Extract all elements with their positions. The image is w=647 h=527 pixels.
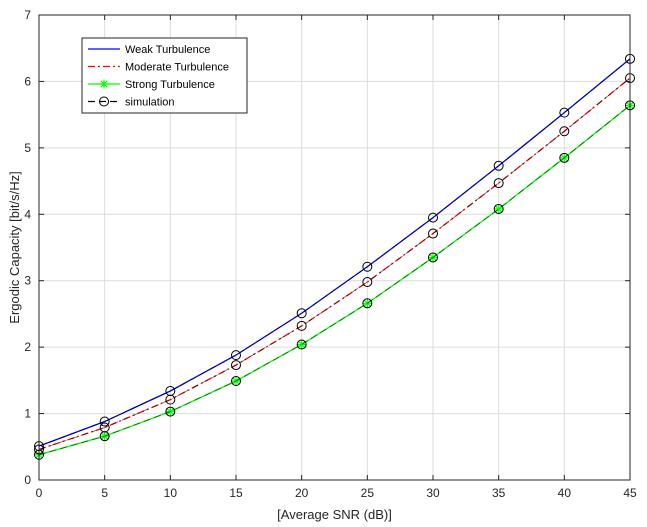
legend-marker-strong-turbulence	[99, 79, 109, 89]
x-axis-label: [Average SNR (dB)]	[277, 507, 392, 522]
x-tick-label: 0	[36, 486, 43, 500]
simulation-marker	[231, 350, 241, 361]
simulation-marker	[362, 298, 373, 309]
y-tick-label: 3	[24, 274, 31, 288]
simulation-marker	[362, 261, 373, 272]
x-tick-label: 5	[101, 486, 108, 500]
y-tick-label: 0	[24, 473, 31, 487]
x-tick-label: 40	[558, 486, 572, 500]
y-axis-label: Ergodic Capacity [bit/s/Hz]	[7, 171, 22, 323]
simulation-marker	[165, 394, 176, 405]
legend-label: Strong Turbulence	[125, 79, 215, 91]
simulation-marker	[231, 376, 241, 387]
simulation-marker	[428, 228, 438, 239]
y-tick-label: 1	[24, 407, 31, 421]
simulation-marker	[493, 160, 504, 171]
x-tick-label: 25	[361, 486, 375, 500]
plot-frame	[38, 14, 631, 481]
simulation-marker	[428, 212, 438, 223]
simulation-marker	[99, 416, 110, 427]
x-tick-label: 10	[164, 486, 178, 500]
x-tick-label: 30	[426, 486, 440, 500]
legend-box	[81, 37, 248, 114]
simulation-marker	[493, 203, 504, 214]
simulation-marker	[99, 431, 110, 442]
x-tick-label: 45	[623, 486, 637, 500]
y-tick-label: 7	[24, 8, 31, 22]
x-tick-label: 20	[295, 486, 309, 500]
simulation-marker	[428, 252, 438, 263]
y-tick-label: 4	[24, 207, 31, 221]
simulation-line-weak-turbulence	[38, 58, 631, 447]
marker-strong-turbulence	[297, 339, 307, 349]
legend-label: simulation	[125, 97, 175, 109]
legend-label: Moderate Turbulence	[125, 62, 229, 74]
y-tick-label: 5	[24, 141, 31, 155]
simulation-marker	[296, 308, 307, 319]
simulation-line-moderate-turbulence	[38, 77, 631, 450]
series-group	[34, 53, 635, 460]
legend-label: Weak Turbulence	[125, 44, 210, 56]
x-tick-label: 35	[492, 486, 506, 500]
simulation-marker	[231, 360, 241, 371]
simulation-marker	[165, 406, 176, 417]
legend-marker-simulation	[99, 96, 109, 107]
y-tick-label: 2	[24, 340, 31, 354]
y-tick-label: 6	[24, 74, 31, 88]
simulation-marker	[362, 277, 373, 288]
legend: Weak Turbulence Moderate Turbulence Strong…	[81, 37, 248, 114]
simulation-marker	[559, 107, 570, 118]
simulation-marker	[559, 152, 570, 163]
simulation-marker	[296, 339, 307, 350]
simulation-marker	[493, 178, 504, 189]
simulation-marker	[296, 320, 307, 331]
simulation-line-strong-turbulence	[38, 104, 631, 456]
simulation-marker	[559, 126, 570, 137]
x-tick-label: 15	[229, 486, 243, 500]
